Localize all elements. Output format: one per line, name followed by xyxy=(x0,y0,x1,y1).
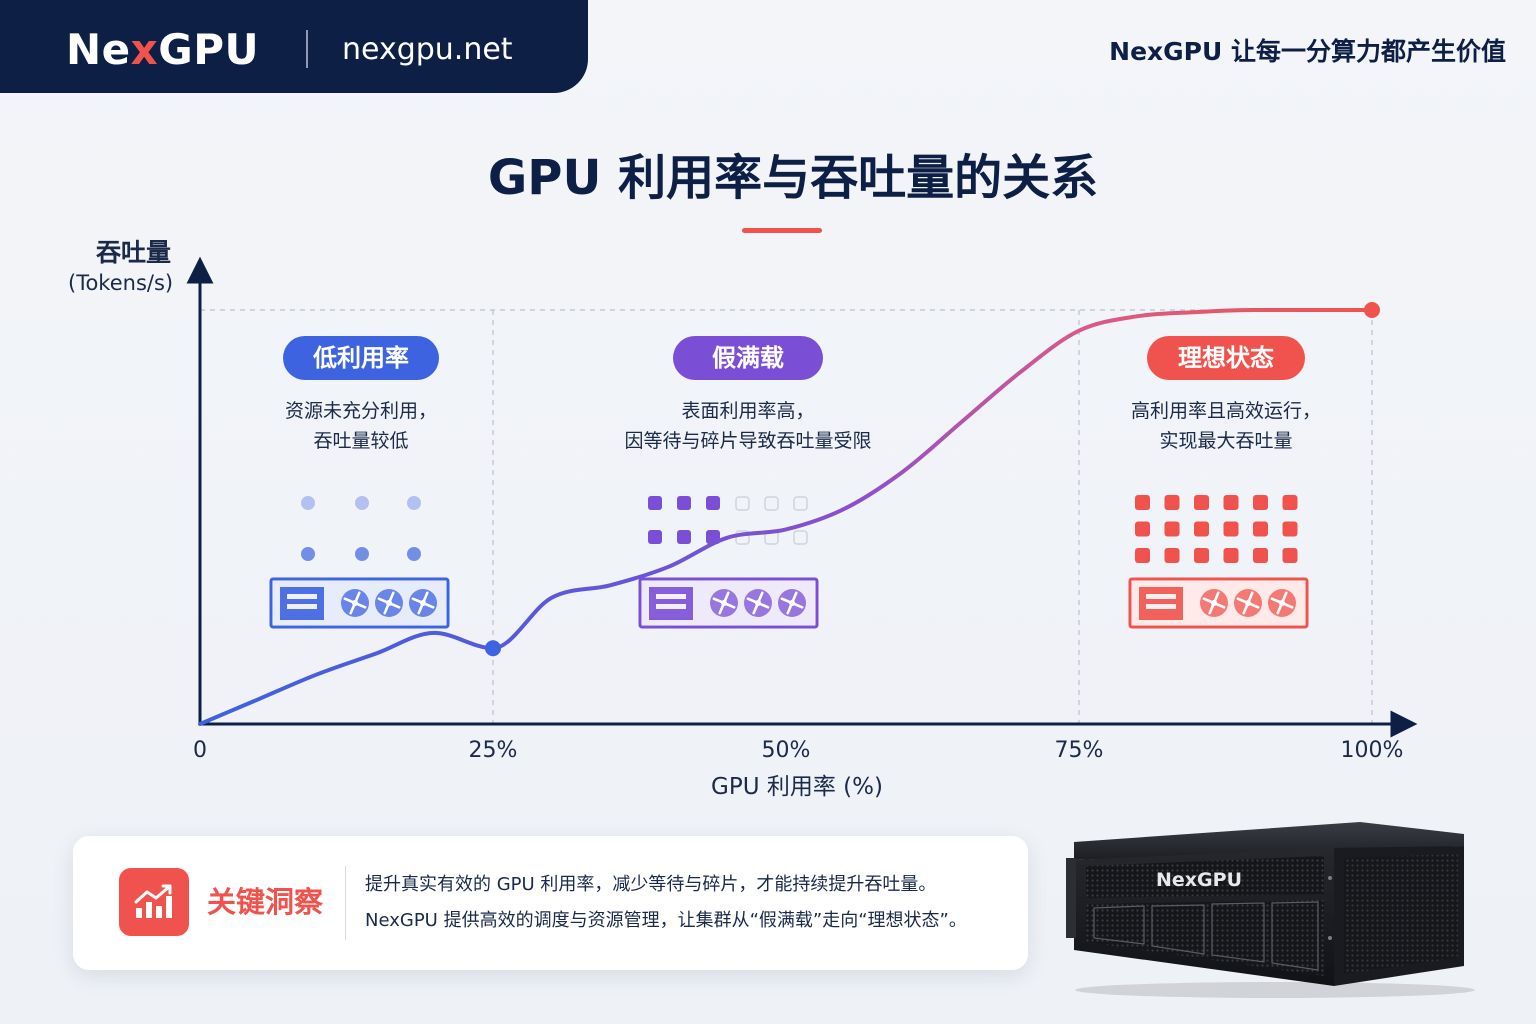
task-block xyxy=(677,496,691,510)
server-brand-label: NexGPU xyxy=(1156,869,1242,891)
gpu-chip-icon xyxy=(1139,587,1183,620)
task-block xyxy=(648,496,662,510)
header-slogan: NexGPU 让每一分算力都产生价值 xyxy=(1109,37,1506,66)
zone-illustrations xyxy=(269,495,1309,629)
task-dot xyxy=(407,547,421,561)
task-block xyxy=(1164,521,1180,537)
task-block xyxy=(1135,495,1150,510)
x-axis-label: GPU 利用率 (%) xyxy=(711,774,883,800)
task-block xyxy=(1223,495,1239,510)
task-block xyxy=(1282,548,1298,563)
task-block xyxy=(1164,548,1180,563)
task-block xyxy=(1194,495,1209,510)
task-block xyxy=(1253,495,1268,510)
x-tick-label: 50% xyxy=(761,738,811,763)
gpu-chip-icon xyxy=(649,587,693,620)
task-dot xyxy=(301,547,315,561)
x-tick-label: 100% xyxy=(1340,738,1404,763)
gpu-chip-icon xyxy=(280,587,324,620)
y-axis-unit: (Tokens/s) xyxy=(68,271,174,295)
marked-points xyxy=(485,302,1380,657)
empty-slot xyxy=(793,496,808,511)
zone-badge: 假满载 xyxy=(673,336,823,380)
zone-description: 资源未充分利用， xyxy=(284,400,437,422)
insight-title: 关键洞察 xyxy=(207,885,324,919)
x-tick-label: 25% xyxy=(468,738,518,763)
task-block xyxy=(1282,521,1298,537)
title-underline xyxy=(742,228,822,233)
insight-line-1: 提升真实有效的 GPU 利用率，减少等待与碎片，才能持续提升吞吐量。 xyxy=(365,874,937,895)
zone-badge: 理想状态 xyxy=(1147,336,1305,380)
zone-illustration xyxy=(1128,495,1309,629)
task-block xyxy=(1223,548,1239,563)
insight-separator xyxy=(345,866,346,940)
x-tick-label: 0 xyxy=(193,738,207,763)
task-block xyxy=(1282,495,1298,510)
task-block xyxy=(1164,495,1180,510)
chart-title: GPU 利用率与吞吐量的关系 xyxy=(487,150,1099,206)
server-product-image: NexGPU xyxy=(1066,822,1475,998)
task-block xyxy=(706,496,720,510)
task-dot xyxy=(407,496,421,510)
zone-description: 实现最大吞吐量 xyxy=(1159,430,1293,452)
empty-slot xyxy=(793,530,808,545)
zone-description: 吞吐量较低 xyxy=(313,430,409,452)
brand-logo[interactable]: NexGPU xyxy=(66,25,260,74)
empty-slot xyxy=(764,496,779,511)
task-block xyxy=(648,530,662,544)
task-block xyxy=(1135,548,1150,563)
growth-chart-icon xyxy=(119,868,189,936)
zone-illustration xyxy=(638,496,819,629)
marked-point xyxy=(485,640,501,657)
task-block xyxy=(1194,521,1209,537)
task-block xyxy=(677,530,691,544)
task-dot xyxy=(301,496,315,510)
task-block xyxy=(1223,521,1239,537)
insight-card: 关键洞察 提升真实有效的 GPU 利用率，减少等待与碎片，才能持续提升吞吐量。 … xyxy=(73,836,1028,970)
series-line xyxy=(198,308,1374,726)
insight-line-2: NexGPU 提供高效的调度与资源管理，让集群从“假满载”走向“理想状态”。 xyxy=(365,910,967,931)
zone-illustration xyxy=(269,496,450,629)
brand-url[interactable]: nexgpu.net xyxy=(342,32,513,67)
zone-description: 因等待与碎片导致吞吐量受限 xyxy=(624,430,872,452)
task-dot xyxy=(355,547,369,561)
brand-separator xyxy=(306,30,308,68)
task-block xyxy=(1135,521,1150,537)
task-block xyxy=(1253,521,1268,537)
task-dot xyxy=(355,496,369,510)
task-block xyxy=(1194,548,1209,563)
y-axis-label: 吞吐量 xyxy=(96,238,172,267)
empty-slot xyxy=(735,496,750,511)
x-tick-label: 75% xyxy=(1054,738,1104,763)
marked-point xyxy=(1364,302,1380,318)
zone-description: 表面利用率高， xyxy=(681,400,815,422)
brand-bar: NexGPU nexgpu.net xyxy=(0,0,588,93)
zone-description: 高利用率且高效运行， xyxy=(1130,400,1321,422)
zone-badge: 低利用率 xyxy=(283,336,439,380)
task-block xyxy=(1253,548,1268,563)
